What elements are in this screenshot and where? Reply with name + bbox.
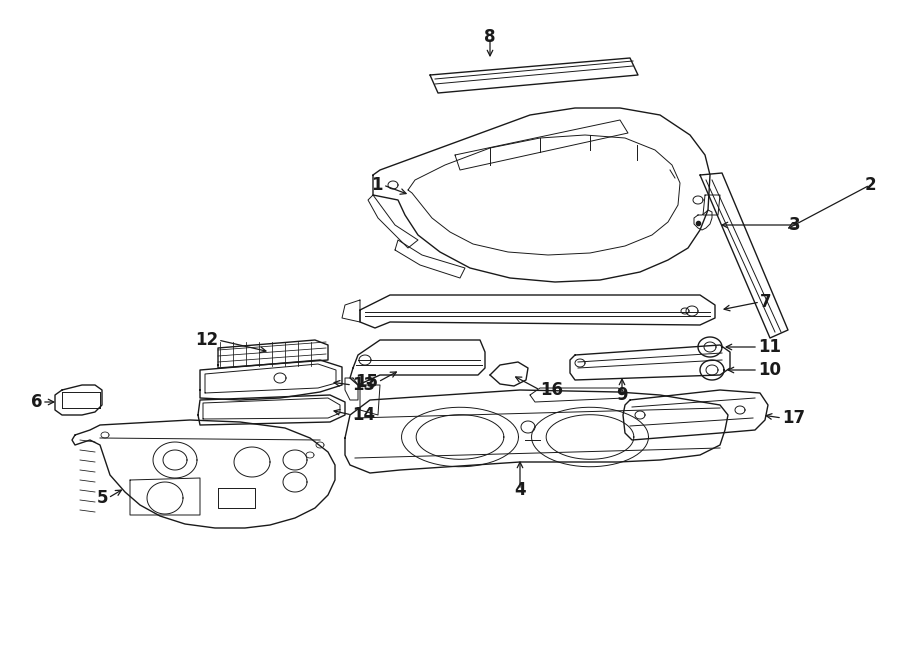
Text: 11: 11 — [758, 338, 781, 356]
Text: 2: 2 — [864, 176, 876, 194]
Text: 5: 5 — [96, 489, 108, 507]
Text: 10: 10 — [758, 361, 781, 379]
Text: 8: 8 — [484, 28, 496, 46]
Text: 4: 4 — [514, 481, 526, 499]
Text: 3: 3 — [788, 216, 800, 234]
Text: 12: 12 — [195, 331, 218, 349]
Text: 6: 6 — [31, 393, 42, 411]
Text: 13: 13 — [352, 376, 375, 394]
Text: 15: 15 — [355, 373, 378, 391]
Text: 9: 9 — [616, 386, 628, 404]
Text: 1: 1 — [372, 176, 383, 194]
Text: 16: 16 — [540, 381, 563, 399]
Text: 17: 17 — [782, 409, 806, 427]
Text: 14: 14 — [352, 406, 375, 424]
Text: 7: 7 — [760, 293, 771, 311]
